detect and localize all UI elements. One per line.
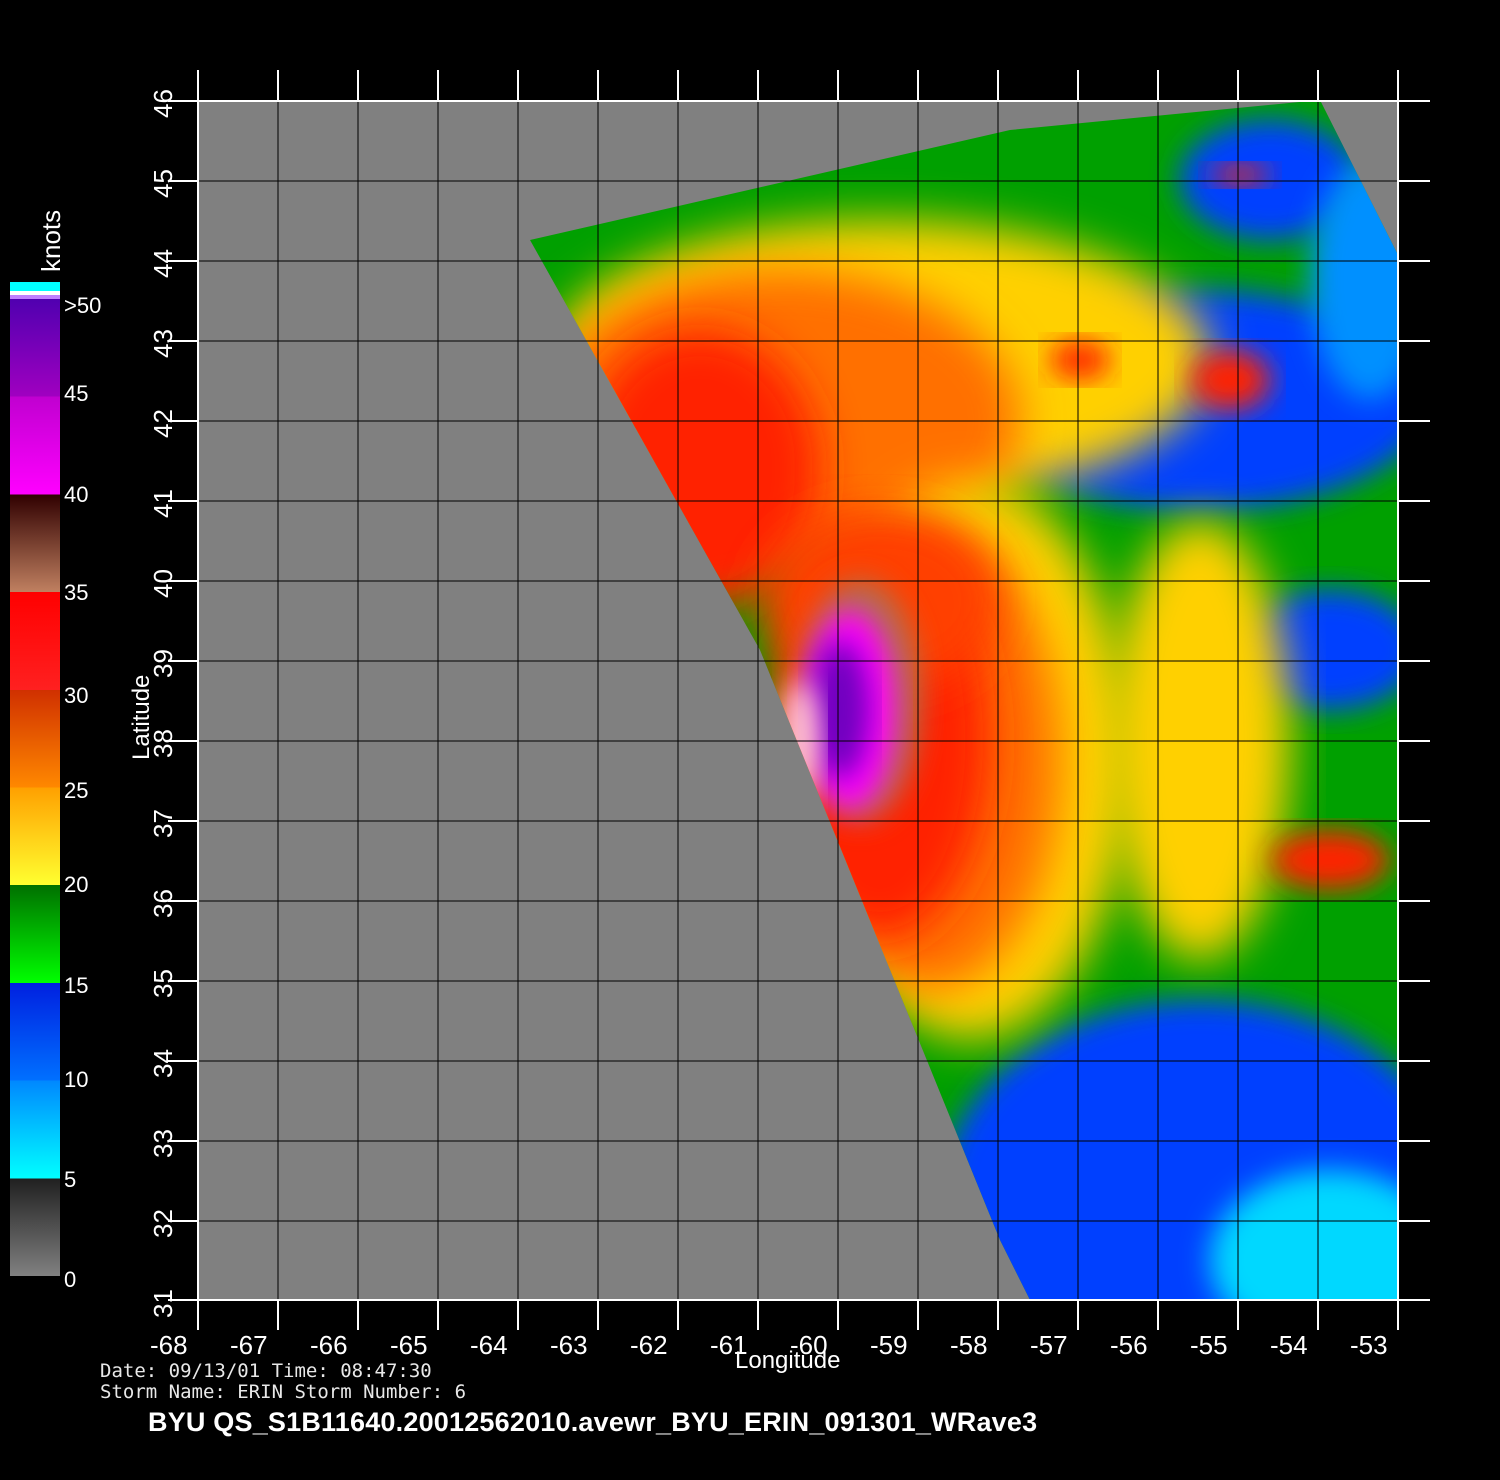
wind-swath [530, 100, 1398, 1300]
colorbar-label: 10 [64, 1067, 89, 1092]
x-tick-label: -66 [310, 1330, 348, 1360]
y-tick-label: 46 [148, 89, 178, 118]
colorbar-label: 45 [64, 381, 89, 406]
x-tick-label: -59 [870, 1330, 908, 1360]
colorbar [10, 299, 60, 1276]
y-tick-label: 32 [148, 1209, 178, 1238]
y-tick-label: 36 [148, 889, 178, 918]
y-tick-label: 40 [148, 569, 178, 598]
y-tick-label: 35 [148, 969, 178, 998]
x-tick-label: -62 [630, 1330, 668, 1360]
x-tick-label: -64 [470, 1330, 508, 1360]
x-tick-label: -65 [390, 1330, 428, 1360]
x-axis-title: Longitude [735, 1347, 841, 1374]
colorbar-swatch-strip [10, 291, 60, 295]
colorbar-label: 35 [64, 580, 89, 605]
y-axis-title: Latitude [128, 674, 155, 760]
y-tick-label: 45 [148, 169, 178, 198]
date-time-line: Date: 09/13/01 Time: 08:47:30 [100, 1360, 432, 1382]
colorbar-label: >50 [64, 293, 102, 318]
x-tick-label: -60 [790, 1330, 828, 1360]
colorbar-label: 30 [64, 683, 89, 708]
x-tick-label: -67 [230, 1330, 268, 1360]
y-tick-label: 37 [148, 809, 178, 838]
y-tick-label: 31 [148, 1289, 178, 1318]
y-tick-label: 44 [148, 249, 178, 278]
x-tick-label: -61 [710, 1330, 748, 1360]
colorbar-label: 40 [64, 482, 89, 507]
colorbar-label: 0 [64, 1267, 77, 1292]
x-tick-label: -54 [1270, 1330, 1308, 1360]
lat-lon-grid [198, 101, 1398, 1300]
x-tick-label: -55 [1190, 1330, 1228, 1360]
x-tick-label: -58 [950, 1330, 988, 1360]
colorbar-label: 20 [64, 872, 89, 897]
x-tick-label: -57 [1030, 1330, 1068, 1360]
x-tick-label: -68 [150, 1330, 188, 1360]
colorbar-label: 25 [64, 778, 89, 803]
colorbar-label: 5 [64, 1167, 77, 1192]
y-tick-label: 41 [148, 489, 178, 518]
colorbar-label: 15 [64, 973, 89, 998]
axis-ticks [168, 70, 1430, 1330]
y-tick-label: 42 [148, 409, 178, 438]
colorbar-swatch-strip [10, 295, 60, 299]
product-title: BYU QS_S1B11640.20012562010.avewr_BYU_ER… [148, 1407, 1038, 1437]
y-tick-label: 33 [148, 1129, 178, 1158]
x-tick-label: -53 [1350, 1330, 1388, 1360]
y-tick-label: 34 [148, 1049, 178, 1078]
storm-info-line: Storm Name: ERIN Storm Number: 6 [100, 1381, 467, 1403]
x-tick-label: -63 [550, 1330, 588, 1360]
y-tick-label: 43 [148, 329, 178, 358]
colorbar-unit-label: knots [36, 209, 66, 272]
x-tick-label: -56 [1110, 1330, 1148, 1360]
plot-frame [197, 100, 1399, 1301]
colorbar-swatch-strip [10, 282, 60, 291]
